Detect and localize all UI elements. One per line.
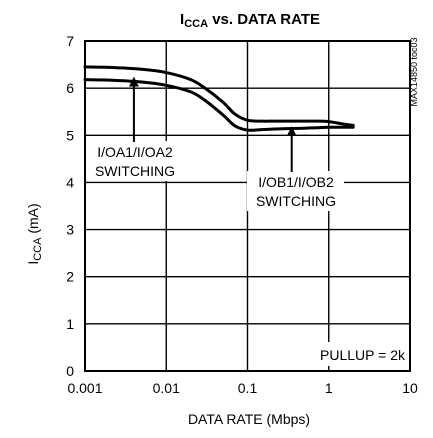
plot-frame: [84, 40, 411, 372]
annotation-ob-line2: SWITCHING: [256, 193, 336, 209]
chart-title-sub: CCA: [184, 18, 208, 30]
x-tick-label: 0.1: [238, 380, 258, 396]
annotation-ob-line1: I/OB1/I/OB2: [258, 174, 334, 190]
grid-lines: [85, 41, 410, 371]
chart-title-main: I: [180, 11, 184, 28]
annotation-oa-line1: I/OA1/I/OA2: [97, 144, 173, 160]
y-tick-label: 5: [66, 127, 74, 143]
chart-title: ICCA vs. DATA RATE: [180, 11, 320, 30]
x-tick-label: 0.001: [67, 380, 102, 396]
y-tick-label: 0: [66, 363, 74, 379]
annotation-bg-pullup: [312, 342, 408, 366]
annotations: I/OA1/I/OA2 SWITCHING I/OB1/I/OB2 SWITCH…: [89, 76, 408, 366]
y-axis-label-main: I: [25, 261, 41, 265]
y-tick-label: 1: [66, 316, 74, 332]
y-tick-label: 2: [66, 269, 74, 285]
y-axis-label-rest: (mA): [25, 203, 41, 237]
series-line-1: [83, 65, 355, 127]
x-axis-label: DATA RATE (Mbps): [188, 411, 310, 427]
y-tick-label: 7: [66, 33, 74, 49]
x-tick-label: 10: [402, 380, 418, 396]
y-tick-label: 3: [66, 222, 74, 238]
series-lines: [83, 65, 355, 132]
x-tick-label: 1: [325, 380, 333, 396]
watermark-label: MAX14850 toc03: [409, 37, 419, 106]
annotation-pullup: PULLUP = 2k: [320, 347, 406, 363]
chart-title-rest: vs. DATA RATE: [208, 11, 320, 28]
annotation-bg-oa: [89, 141, 181, 181]
y-axis-label: ICCA (mA): [25, 203, 44, 264]
annotation-bg-ob: [247, 171, 344, 211]
series-line-2: [83, 78, 355, 132]
y-tick-label: 4: [66, 174, 74, 190]
y-axis-label-sub: CCA: [32, 237, 44, 261]
y-tick-label: 6: [66, 80, 74, 96]
axis-ticks: 0.001 0.01 0.1 1 10 0 1 2 3 4 5 6 7: [66, 33, 418, 396]
x-tick-label: 0.01: [153, 380, 180, 396]
annotation-oa-line2: SWITCHING: [95, 163, 175, 179]
